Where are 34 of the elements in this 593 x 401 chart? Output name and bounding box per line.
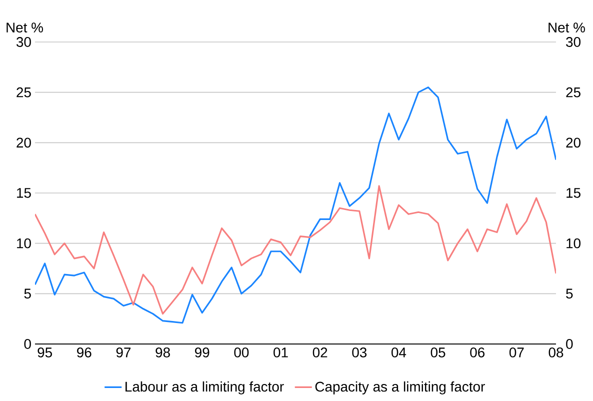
- x-tick-label: 98: [156, 348, 170, 358]
- y-axis-title: Net %: [6, 22, 43, 32]
- y2-tick-label: 25: [566, 87, 580, 98]
- x-tick-label: 05: [430, 348, 446, 358]
- x-tick-label: 99: [195, 348, 210, 358]
- y2-tick-label: 30: [566, 37, 580, 47]
- y-tick-label: 15: [17, 188, 31, 198]
- y2-axis-title: Net %: [548, 22, 585, 32]
- x-tick-label: 08: [548, 348, 564, 358]
- x-tick-label: 04: [392, 348, 406, 358]
- y-tick-label: 20: [16, 138, 31, 148]
- x-tick-label: 97: [116, 348, 131, 358]
- y2-tick-label: 15: [566, 188, 580, 198]
- x-tick-label: 00: [234, 348, 249, 358]
- y-tick-label: 30: [16, 37, 31, 47]
- y2-tick-label: 10: [566, 238, 580, 248]
- x-tick-label: 01: [274, 348, 288, 358]
- y-tick-label: 5: [24, 288, 31, 299]
- y2-tick-label: 5: [566, 288, 573, 299]
- x-tick-label: 95: [38, 348, 52, 358]
- x-tick-label: 07: [509, 348, 524, 358]
- x-tick-label: 02: [312, 348, 328, 358]
- x-tick-label: 03: [352, 348, 367, 358]
- y-tick-label: 10: [17, 238, 31, 248]
- y2-tick-label: 0: [566, 339, 573, 349]
- y-tick-label: 25: [16, 87, 31, 98]
- line-series: [35, 86, 556, 324]
- x-tick-label: 96: [77, 348, 92, 358]
- y-tick-label: 0: [24, 339, 31, 349]
- legend-label: Capacity as a limiting factor: [315, 381, 485, 394]
- y2-tick-label: 20: [566, 138, 580, 148]
- legend-label: Labour as a limiting factor: [126, 381, 284, 394]
- line-series: [35, 185, 556, 315]
- x-tick-label: 06: [470, 348, 484, 358]
